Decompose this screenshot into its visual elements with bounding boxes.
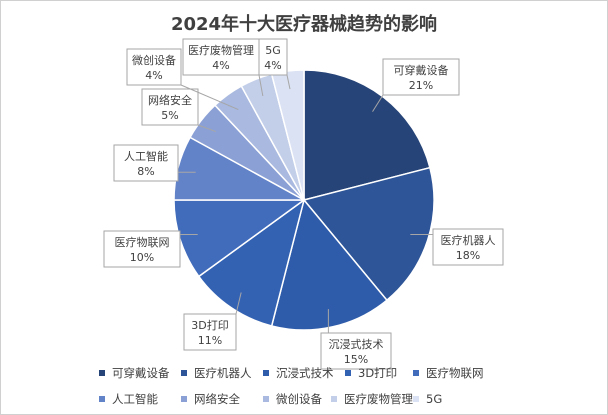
- legend-swatch: [263, 396, 269, 402]
- data-label-box: [182, 38, 260, 76]
- legend-item: 可穿戴设备: [99, 365, 181, 381]
- data-label-category: 医疗机器人: [441, 233, 496, 247]
- data-label-value: 15%: [344, 353, 368, 366]
- data-label-category: 人工智能: [124, 149, 168, 163]
- data-label-category: 医疗废物管理: [188, 43, 254, 57]
- data-label-value: 8%: [137, 165, 154, 178]
- legend-label: 沉浸式技术: [276, 366, 334, 380]
- data-label-value: 4%: [264, 59, 281, 72]
- legend-swatch: [99, 396, 105, 402]
- legend-swatch: [181, 370, 187, 376]
- data-label-category: 网络安全: [148, 93, 192, 107]
- leader-line: [372, 94, 384, 112]
- data-label-box: [126, 48, 182, 86]
- legend-label: 微创设备: [276, 392, 322, 406]
- legend: 可穿戴设备 医疗机器人 沉浸式技术 3D打印 医疗物联网人工智能 网络安全 微创设备 医疗废物…: [99, 365, 569, 407]
- data-label-box: [320, 332, 392, 370]
- data-label-category: 沉浸式技术: [329, 338, 384, 351]
- data-label-value: 5%: [161, 109, 178, 122]
- data-label-value: 18%: [456, 249, 480, 262]
- leader-line: [286, 74, 291, 90]
- legend-label: 5G: [426, 392, 443, 406]
- pie-slice: [270, 198, 388, 331]
- data-label-box: [382, 58, 460, 96]
- legend-item: 医疗物联网: [413, 365, 495, 381]
- legend-item: 3D打印: [345, 365, 413, 381]
- legend-label: 网络安全: [194, 392, 240, 406]
- data-label-category: 3D打印: [191, 318, 228, 332]
- leader-line: [235, 292, 242, 315]
- legend-item: 微创设备: [263, 391, 331, 407]
- legend-item: 5G: [413, 391, 495, 407]
- leader-line: [197, 124, 216, 132]
- legend-swatch: [181, 396, 187, 402]
- legend-label: 可穿戴设备: [112, 366, 170, 380]
- data-label-value: 10%: [130, 251, 154, 264]
- data-label-category: 微创设备: [132, 53, 176, 67]
- data-label-value: 11%: [198, 334, 222, 347]
- data-label-box: [183, 313, 237, 351]
- legend-swatch: [413, 396, 419, 402]
- legend-item: 医疗废物管理: [331, 391, 413, 407]
- data-label-category: 医疗物联网: [115, 235, 170, 249]
- legend-swatch: [345, 370, 351, 376]
- data-label-value: 4%: [145, 69, 162, 82]
- legend-label: 医疗机器人: [194, 366, 252, 380]
- data-label-category: 可穿戴设备: [394, 63, 449, 77]
- data-label-box: [258, 38, 288, 76]
- legend-swatch: [413, 370, 419, 376]
- data-label-box: [432, 228, 504, 266]
- data-label-box: [103, 230, 181, 268]
- legend-label: 医疗废物管理: [344, 392, 413, 406]
- legend-item: 医疗机器人: [181, 365, 263, 381]
- data-label-box: [113, 144, 179, 182]
- legend-label: 医疗物联网: [426, 366, 484, 380]
- pie-slice: [303, 69, 431, 201]
- chart-title: 2024年十大医疗器械趋势的影响: [170, 14, 438, 35]
- legend-label: 3D打印: [358, 366, 398, 380]
- data-label-value: 21%: [409, 79, 433, 92]
- leader-line: [258, 74, 264, 97]
- legend-label: 人工智能: [112, 392, 158, 406]
- data-label-box: [141, 88, 199, 126]
- data-label-category: 5G: [265, 44, 281, 57]
- data-label-value: 4%: [212, 59, 229, 72]
- legend-swatch: [99, 370, 105, 376]
- pie-slice: [302, 166, 435, 302]
- legend-swatch: [263, 370, 269, 376]
- legend-swatch: [331, 396, 337, 402]
- pie-slice: [197, 198, 306, 327]
- leader-line: [180, 84, 239, 111]
- legend-item: 网络安全: [181, 391, 263, 407]
- legend-item: 人工智能: [99, 391, 181, 407]
- legend-item: 沉浸式技术: [263, 365, 345, 381]
